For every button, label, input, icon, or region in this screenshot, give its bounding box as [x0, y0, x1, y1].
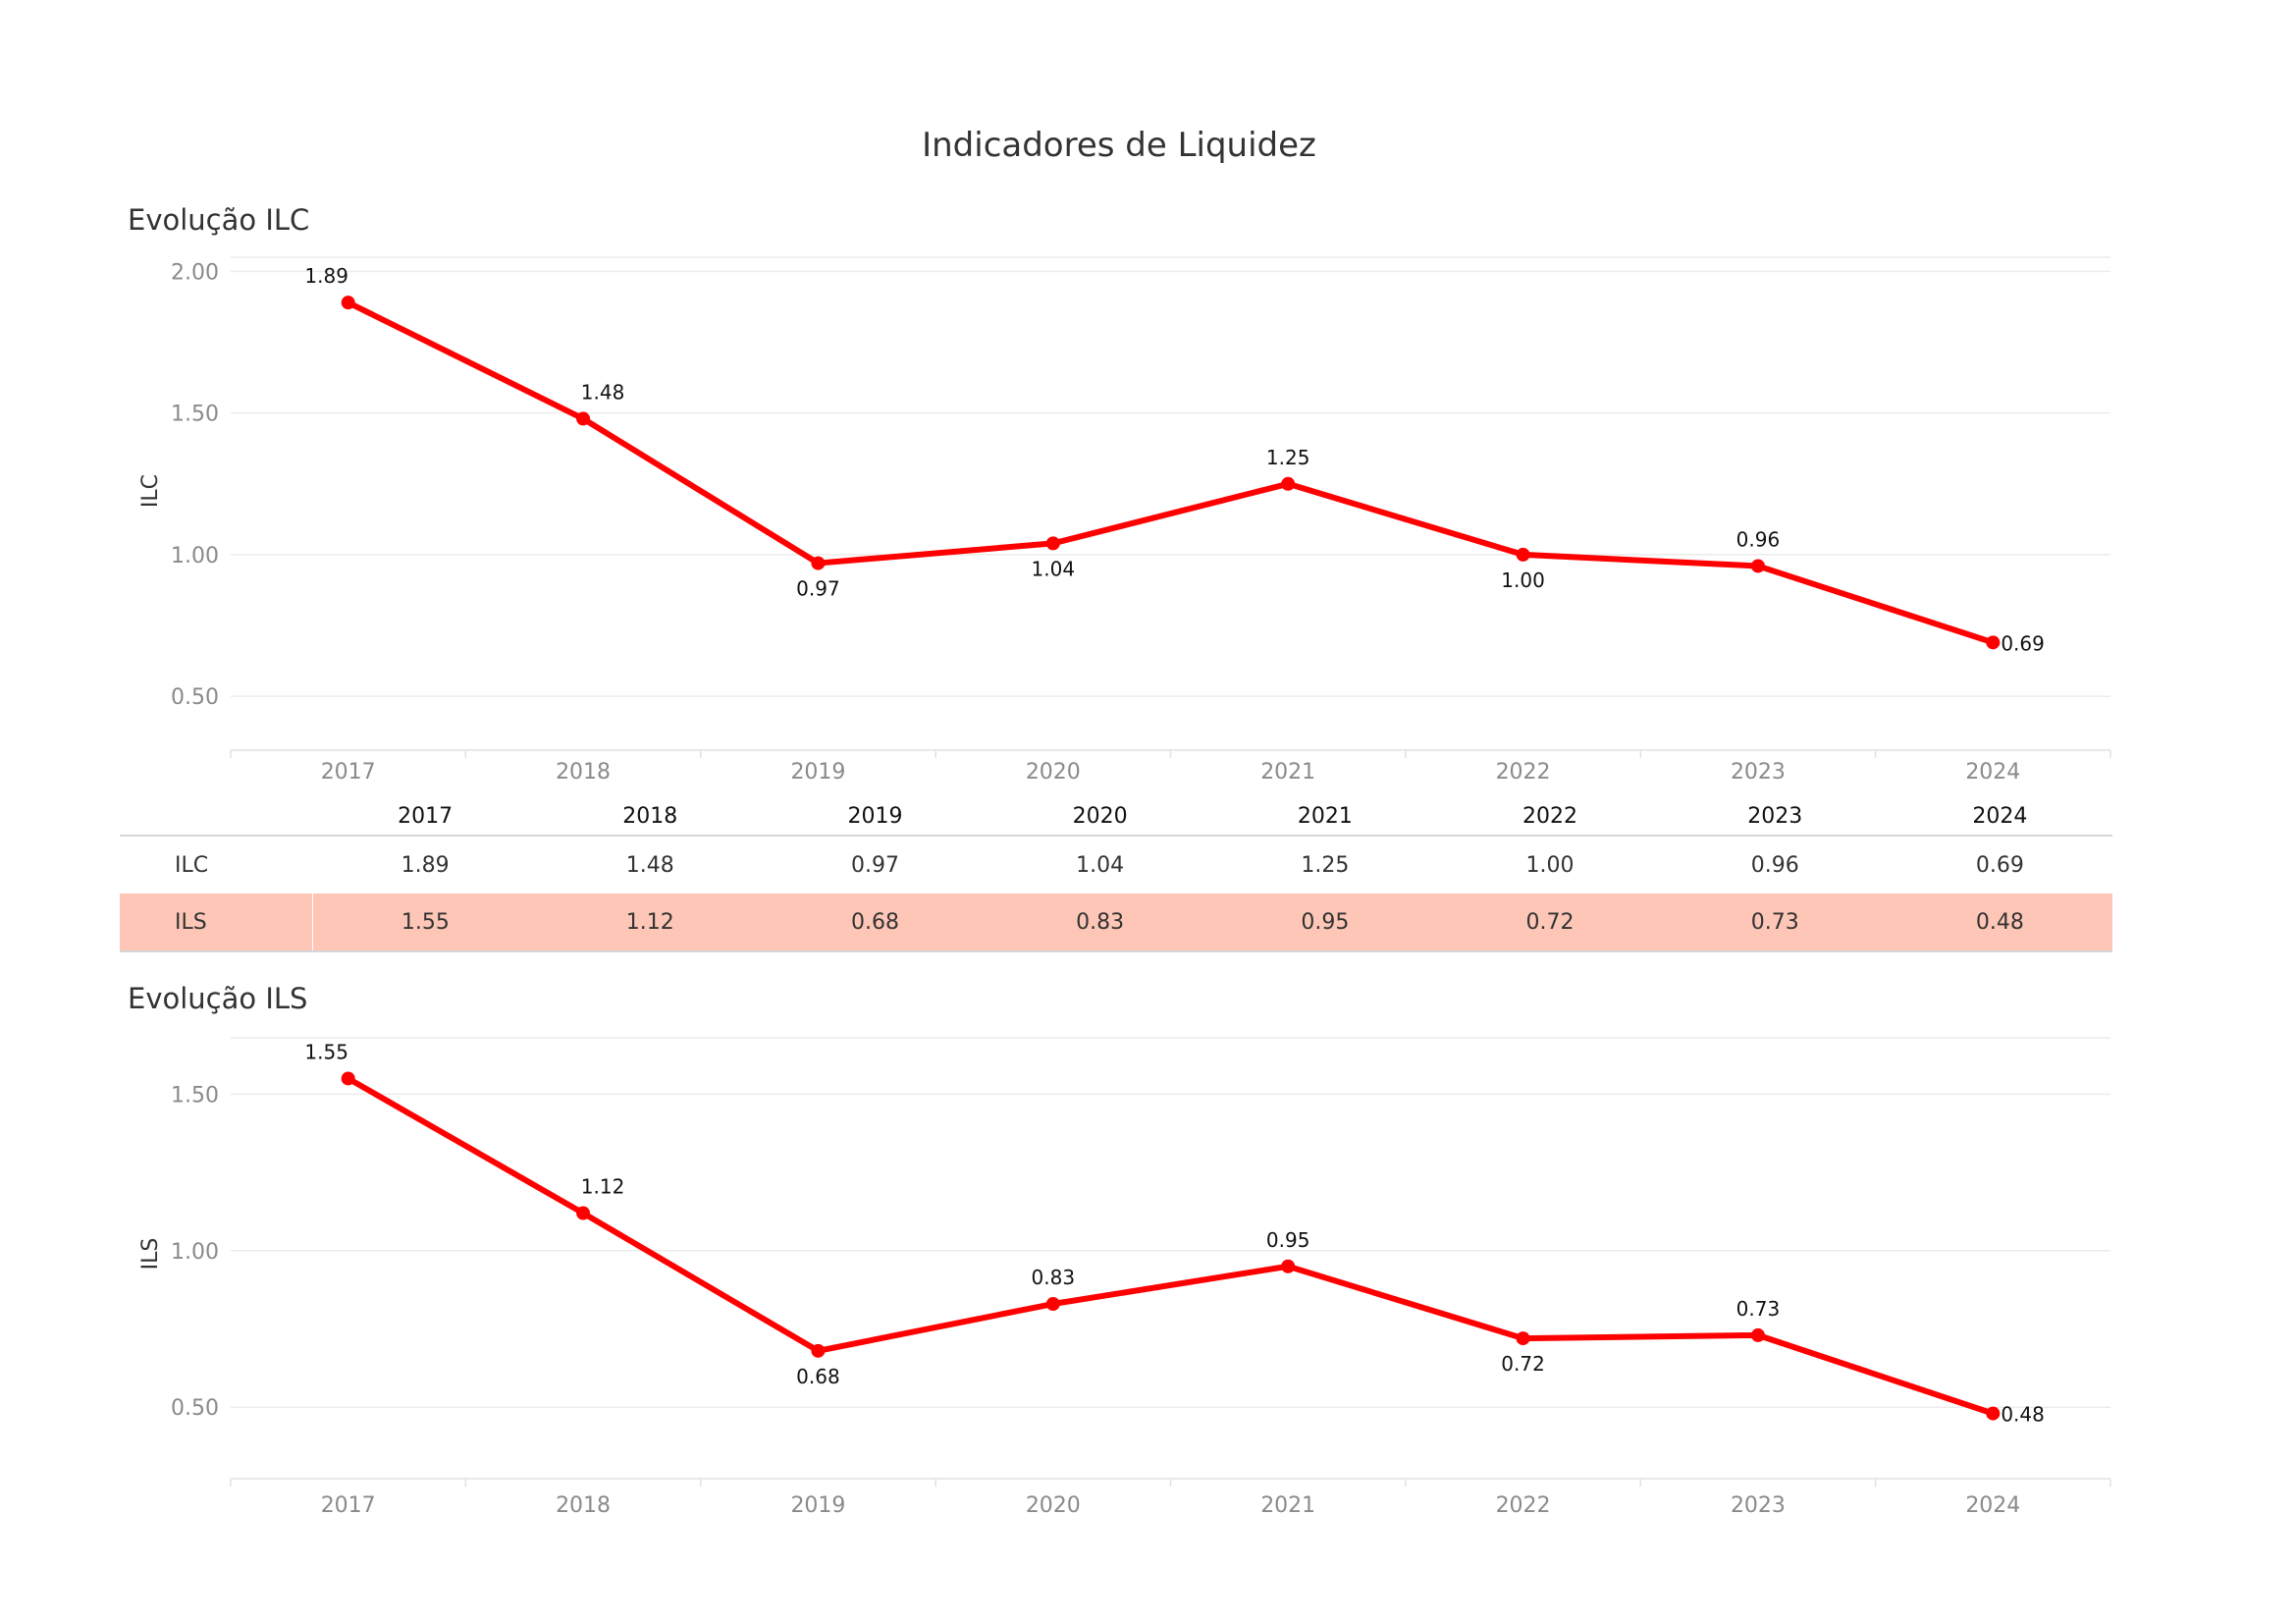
- table-cell: 0.73: [1662, 893, 1888, 952]
- y-tick-label: 0.50: [171, 685, 219, 710]
- data-label: 0.96: [1736, 527, 1781, 551]
- x-tick-label: 2018: [556, 1493, 611, 1518]
- data-label: 0.48: [2001, 1403, 2045, 1427]
- x-tick-label: 2021: [1260, 1493, 1315, 1518]
- data-label: 0.69: [2001, 631, 2045, 655]
- y-tick-label: 2.00: [171, 260, 219, 285]
- data-point: [1516, 1331, 1530, 1346]
- x-tick-label: 2019: [790, 1493, 845, 1518]
- table-col-header: 2019: [762, 797, 988, 837]
- data-label: 1.89: [304, 264, 348, 288]
- table-cell: 1.25: [1301, 852, 1350, 878]
- x-tick-label: 2021: [1260, 760, 1315, 784]
- data-point: [341, 296, 355, 310]
- table-cell: 1.55: [312, 893, 538, 952]
- y-axis-title: ILS: [138, 1238, 163, 1271]
- table-cell: 1.00: [1525, 852, 1575, 878]
- data-label: 1.12: [581, 1175, 625, 1199]
- y-axis-title: ILC: [138, 474, 163, 508]
- series-line: [345, 1075, 1997, 1417]
- ilc-chart-title: Evolução ILC: [128, 203, 310, 237]
- data-label: 1.00: [1501, 568, 1545, 592]
- data-label: 0.97: [796, 577, 840, 601]
- y-tick-label: 1.50: [171, 403, 219, 427]
- data-point: [811, 1343, 826, 1358]
- table-cell: 0.96: [1750, 852, 1799, 878]
- data-point: [341, 1071, 355, 1086]
- table-cell: 0.83: [988, 893, 1213, 952]
- y-tick-label: 1.00: [171, 1240, 219, 1265]
- data-point: [1986, 1406, 2001, 1421]
- data-label: 0.73: [1736, 1297, 1781, 1321]
- data-label: 1.48: [581, 380, 625, 404]
- table-header-row: 2017 2018 2019 2020 2021 2022 2023 2024: [120, 797, 2112, 837]
- data-point: [576, 411, 591, 426]
- data-label: 1.25: [1266, 446, 1310, 469]
- table-cell: 0.72: [1437, 893, 1663, 952]
- table-col-header: 2023: [1662, 797, 1888, 837]
- y-tick-label: 1.00: [171, 544, 219, 568]
- data-label: 0.95: [1266, 1228, 1310, 1252]
- data-point: [1750, 559, 1765, 573]
- ils-chart-title: Evolução ILS: [128, 982, 308, 1015]
- table-col-header: 2024: [1887, 797, 2112, 837]
- y-tick-label: 1.50: [171, 1083, 219, 1108]
- table-col-header: 2017: [312, 797, 538, 837]
- data-point: [1516, 547, 1530, 562]
- x-tick-label: 2019: [790, 760, 845, 784]
- x-tick-label: 2022: [1496, 760, 1551, 784]
- x-tick-label: 2024: [1965, 1493, 2020, 1518]
- table-cell: 1.12: [537, 893, 763, 952]
- table-col-header: 2018: [537, 797, 763, 837]
- ils-line-chart: 0.50 1.00 1.50 2017 2018 2019 2020 2021 2022 2023…: [138, 1037, 2111, 1518]
- x-tick-label: 2017: [321, 760, 376, 784]
- data-label: 0.68: [796, 1365, 840, 1388]
- indicators-table: 2017 2018 2019 2020 2021 2022 2023 2024 …: [120, 797, 2112, 952]
- x-tick-label: 2024: [1965, 760, 2020, 784]
- table-cell: 0.68: [762, 893, 988, 952]
- table-cell: 0.69: [1975, 852, 2024, 878]
- x-tick-label: 2022: [1496, 1493, 1551, 1518]
- data-point: [1281, 476, 1296, 491]
- data-label: 0.83: [1032, 1266, 1076, 1289]
- data-point: [1045, 1297, 1060, 1312]
- table-cell: 1.04: [1076, 852, 1125, 878]
- table-cell: 1.48: [625, 852, 674, 878]
- data-label: 0.72: [1501, 1352, 1545, 1376]
- y-tick-label: 0.50: [171, 1396, 219, 1421]
- table-cell: 0.95: [1212, 893, 1438, 952]
- table-col-header: 2021: [1212, 797, 1438, 837]
- data-label: 1.55: [304, 1040, 348, 1063]
- table-cell: 1.89: [400, 852, 450, 878]
- table-cell: 0.48: [1887, 893, 2112, 952]
- x-tick-label: 2018: [556, 760, 611, 784]
- data-point: [1281, 1259, 1296, 1273]
- data-point: [576, 1206, 591, 1220]
- data-point: [1750, 1327, 1765, 1342]
- ilc-line-chart: 0.50 1.00 1.50 2.00 2017 2018 2019 2020 2021 2022…: [138, 256, 2111, 784]
- x-tick-label: 2023: [1731, 760, 1786, 784]
- data-point: [811, 556, 826, 570]
- series-line: [345, 299, 1997, 646]
- x-tick-label: 2023: [1731, 1493, 1786, 1518]
- data-point: [1045, 536, 1060, 551]
- table-row-header: ILC: [175, 852, 209, 878]
- x-tick-label: 2020: [1026, 1493, 1081, 1518]
- table-corner: [120, 797, 313, 837]
- x-tick-label: 2020: [1026, 760, 1081, 784]
- table-row-header: ILS: [120, 893, 313, 952]
- data-point: [1986, 635, 2001, 650]
- table-row-ils: ILS 1.55 1.12 0.68 0.83 0.95 0.72 0.73 0…: [120, 893, 2112, 952]
- table-cell: 0.97: [850, 852, 899, 878]
- table-row-ilc: ILC 1.89 1.48 0.97 1.04 1.25 1.00 0.96 0…: [120, 836, 2112, 893]
- table-col-header: 2022: [1437, 797, 1663, 837]
- x-tick-label: 2017: [321, 1493, 376, 1518]
- data-label: 1.04: [1032, 557, 1076, 580]
- page-title: Indicadores de Liquidez: [922, 126, 1316, 165]
- table-col-header: 2020: [988, 797, 1213, 837]
